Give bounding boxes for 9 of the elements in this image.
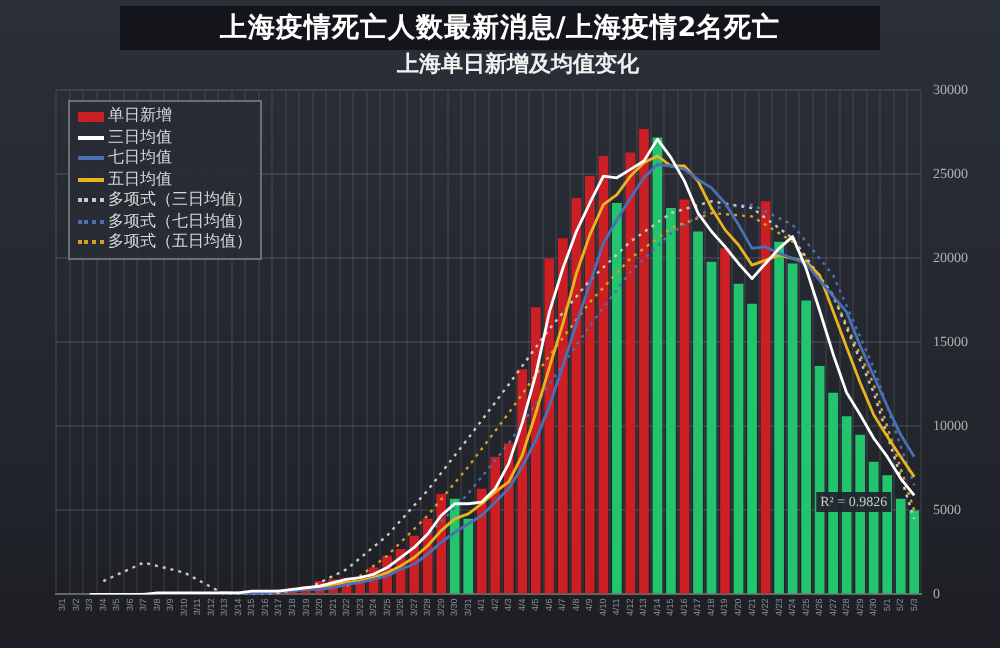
- legend-label: 多项式（五日均值）: [108, 232, 252, 254]
- legend-label: 七日均值: [108, 148, 172, 170]
- legend-label: 多项式（七日均值）: [108, 211, 252, 233]
- chart-title: 上海单日新增及均值变化: [395, 50, 641, 77]
- legend-label: 三日均值: [108, 127, 172, 149]
- legend-label: 单日新增: [108, 106, 172, 128]
- legend-label: 五日均值: [108, 169, 172, 191]
- text: 上海疫情死亡人数最新消息/上海疫情2名死亡: [120, 6, 880, 50]
- legend-label: 多项式（三日均值）: [108, 190, 252, 212]
